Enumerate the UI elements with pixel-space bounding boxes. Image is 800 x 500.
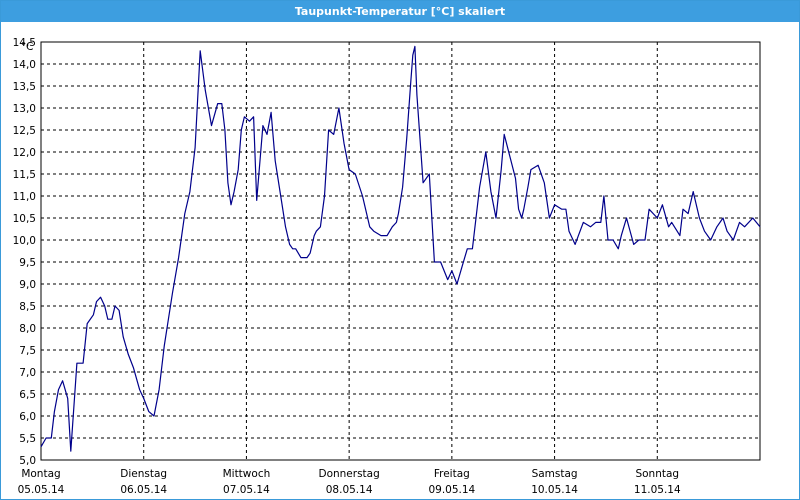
y-tick-label: 5,5 xyxy=(19,433,36,445)
y-tick-label: 7,0 xyxy=(19,367,36,379)
y-tick-label: 12,5 xyxy=(13,125,36,137)
y-tick-label: 6,5 xyxy=(19,389,36,401)
x-day-name-label: Mittwoch xyxy=(223,468,271,480)
x-day-date-label: 06.05.14 xyxy=(120,484,167,496)
x-day-name-label: Donnerstag xyxy=(318,468,379,480)
x-day-date-label: 05.05.14 xyxy=(18,484,65,496)
x-day-name-label: Dienstag xyxy=(120,468,167,480)
x-day-date-label: 08.05.14 xyxy=(326,484,373,496)
x-day-name-label: Freitag xyxy=(434,468,470,480)
y-tick-label: 14,5 xyxy=(13,37,36,49)
y-tick-label: 14,0 xyxy=(13,59,36,71)
y-tick-label: 10,0 xyxy=(13,235,36,247)
y-tick-label: 7,5 xyxy=(19,345,36,357)
x-day-date-label: 10.05.14 xyxy=(531,484,578,496)
x-day-date-label: 11.05.14 xyxy=(634,484,681,496)
dewpoint-chart: 5,0 5,5 6,0 6,5 7,0 7,5 8,0 8,5 9,0 9,5 10,0 10,5 11… xyxy=(13,37,761,496)
x-day-name-label: Sonntag xyxy=(635,468,679,480)
x-day-name-label: Samstag xyxy=(532,468,578,480)
y-tick-label: 11,0 xyxy=(13,191,36,203)
y-tick-label: 12,0 xyxy=(13,147,36,159)
y-tick-label: 10,5 xyxy=(13,213,36,225)
y-tick-label: 13,5 xyxy=(13,81,36,93)
y-tick-label: 11,5 xyxy=(13,169,36,181)
y-tick-label: 8,0 xyxy=(19,323,36,335)
y-axis-unit-label: °C xyxy=(21,41,34,53)
y-tick-label: 5,0 xyxy=(19,455,36,467)
y-tick-label: 6,0 xyxy=(19,411,36,423)
y-tick-label: 9,5 xyxy=(19,257,36,269)
dewpoint-series-line xyxy=(40,45,761,452)
y-tick-label: 9,0 xyxy=(19,279,36,291)
x-day-date-label: 09.05.14 xyxy=(428,484,475,496)
y-tick-label: 8,5 xyxy=(19,301,36,313)
x-day-date-label: 07.05.14 xyxy=(223,484,270,496)
y-tick-label: 13,0 xyxy=(13,103,36,115)
plot-frame xyxy=(40,41,761,461)
window-title: Taupunkt-Temperatur [°C] skaliert xyxy=(1,1,799,22)
x-day-name-label: Montag xyxy=(21,468,60,480)
